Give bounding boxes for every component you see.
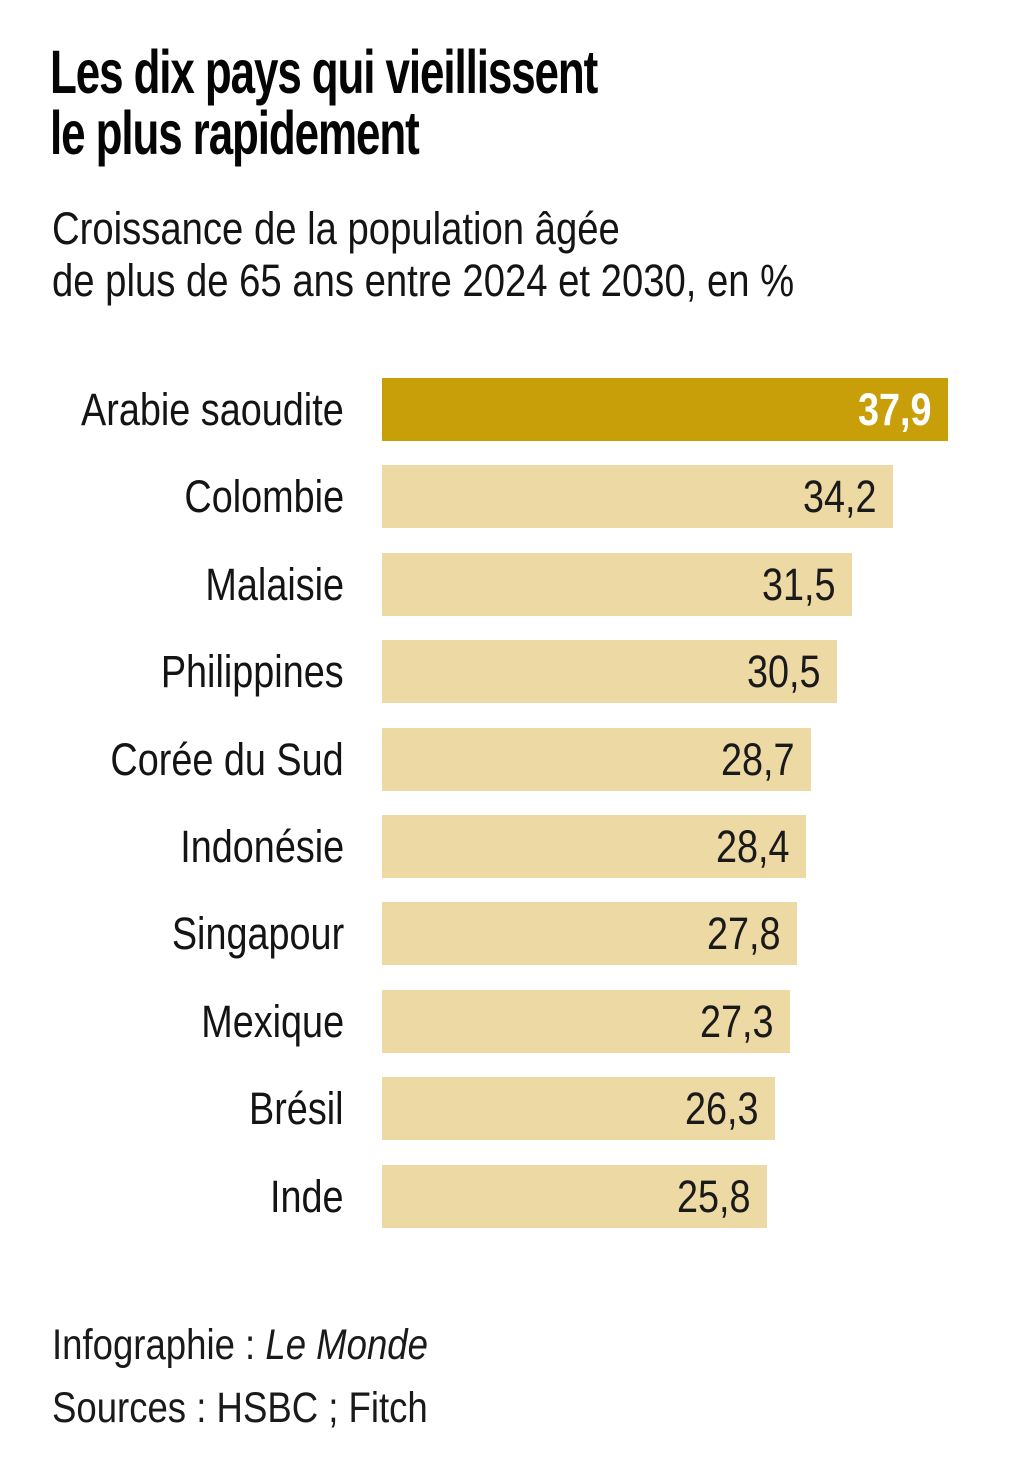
value-label: 27,3 [700, 996, 774, 1047]
bar-row: Colombie 34,2 [0, 465, 1031, 528]
bar-chart: Arabie saoudite 37,9 Colombie 34,2 Malaisie 3… [0, 378, 1031, 1229]
country-label-text: Colombie [184, 471, 344, 522]
country-label-text: Singapour [171, 908, 344, 959]
value-label: 28,4 [716, 821, 790, 872]
chart-title-line2: le plus rapidement [50, 99, 420, 167]
sources-line: Sources : HSBC ; Fitch [52, 1384, 428, 1432]
chart-footer: Infographie : Le Monde Sources : HSBC ; … [52, 1314, 1012, 1440]
bar: 27,8 [382, 902, 797, 965]
value-label: 28,7 [721, 734, 795, 785]
country-label: Mexique [0, 990, 344, 1053]
chart-subtitle-line2: de plus de 65 ans entre 2024 et 2030, en… [52, 255, 795, 306]
value-label: 27,8 [707, 908, 781, 959]
country-label: Corée du Sud [0, 728, 344, 791]
bar: 31,5 [382, 553, 852, 616]
country-label-text: Inde [270, 1171, 344, 1222]
bar-row: Mexique 27,3 [0, 990, 1031, 1053]
bar-row: Indonésie 28,4 [0, 815, 1031, 878]
country-label: Inde [0, 1165, 344, 1228]
value-label: 25,8 [677, 1171, 751, 1222]
bar-row: Malaisie 31,5 [0, 553, 1031, 616]
bar: 30,5 [382, 640, 837, 703]
bar: 34,2 [382, 465, 893, 528]
country-label-text: Corée du Sud [110, 734, 344, 785]
infographie-label: Infographie : [52, 1321, 266, 1369]
bar-row: Brésil 26,3 [0, 1077, 1031, 1140]
bar: 27,3 [382, 990, 790, 1053]
bar: 28,4 [382, 815, 806, 878]
country-label: Brésil [0, 1077, 344, 1140]
chart-subtitle: Croissance de la population âgée de plus… [52, 203, 1012, 307]
bar-row: Arabie saoudite 37,9 [0, 378, 1031, 441]
country-label-text: Philippines [161, 646, 344, 697]
country-label-text: Malaisie [205, 559, 344, 610]
infographie-credit: Le Monde [265, 1321, 428, 1369]
chart-title-line1: Les dix pays qui vieillissent [50, 38, 598, 106]
bar-row: Philippines 30,5 [0, 640, 1031, 703]
country-label: Malaisie [0, 553, 344, 616]
infographie-credit-line: Infographie : Le Monde [52, 1314, 868, 1377]
bar: 28,7 [382, 728, 811, 791]
value-label: 34,2 [803, 471, 877, 522]
country-label-text: Mexique [201, 996, 344, 1047]
country-label: Arabie saoudite [0, 378, 344, 441]
chart-title: Les dix pays qui vieillissent le plus ra… [50, 42, 1010, 164]
value-label: 31,5 [762, 559, 836, 610]
bar-row: Inde 25,8 [0, 1165, 1031, 1228]
bar: 25,8 [382, 1165, 767, 1228]
bar: 26,3 [382, 1077, 775, 1140]
country-label: Singapour [0, 902, 344, 965]
bar: 37,9 [382, 378, 948, 441]
country-label-text: Indonésie [180, 821, 344, 872]
value-label: 26,3 [685, 1083, 759, 1134]
value-label: 30,5 [747, 646, 821, 697]
value-label: 37,9 [858, 384, 932, 435]
country-label-text: Arabie saoudite [81, 384, 344, 435]
country-label: Colombie [0, 465, 344, 528]
chart-subtitle-line1: Croissance de la population âgée [52, 203, 620, 254]
bar-row: Singapour 27,8 [0, 902, 1031, 965]
country-label-text: Brésil [249, 1083, 344, 1134]
country-label: Philippines [0, 640, 344, 703]
bar-row: Corée du Sud 28,7 [0, 728, 1031, 791]
country-label: Indonésie [0, 815, 344, 878]
